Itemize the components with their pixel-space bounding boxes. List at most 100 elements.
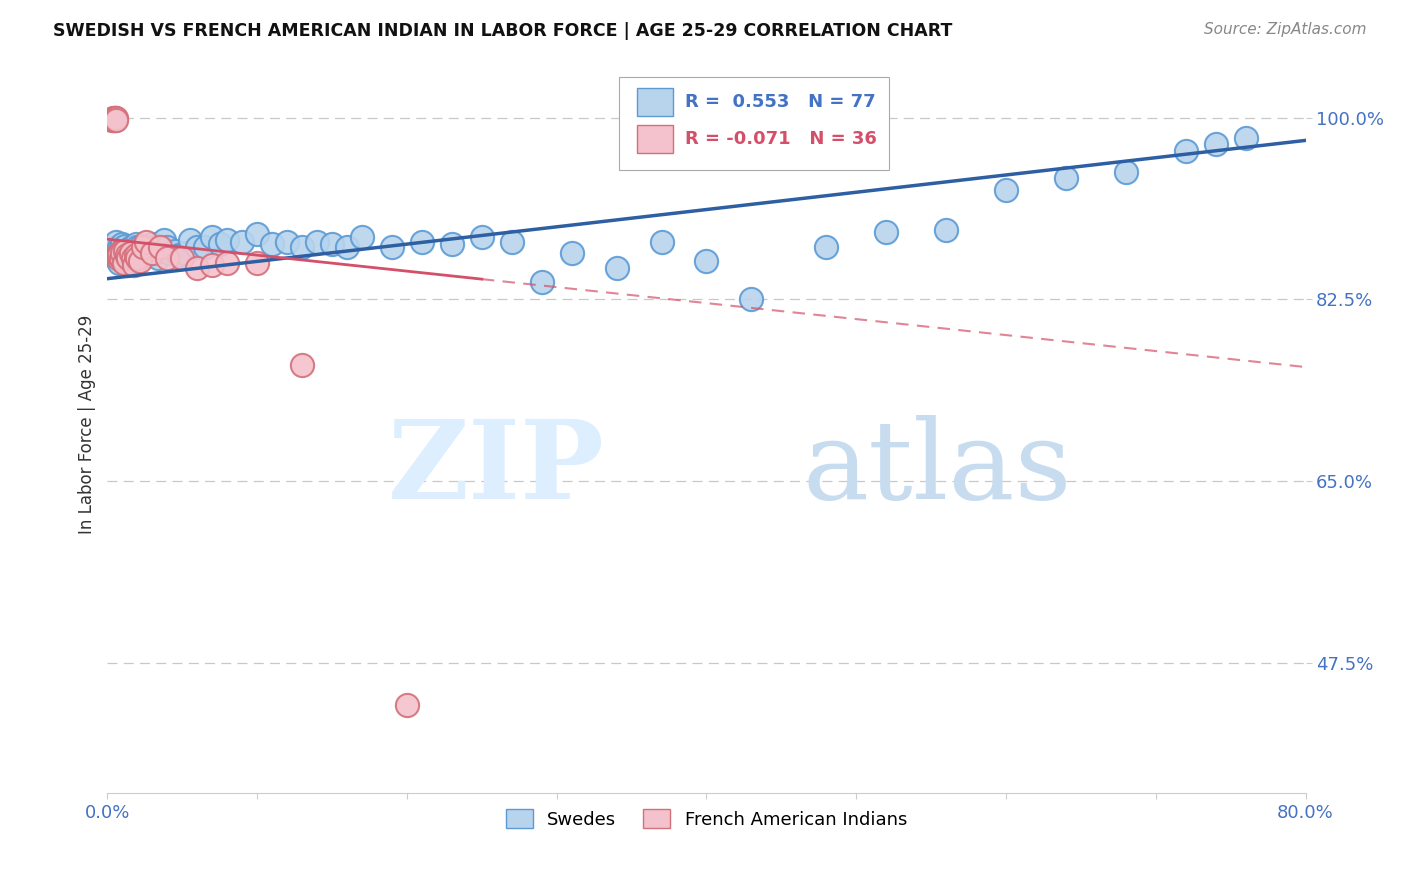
- Point: [105, 111, 128, 125]
- Point: [875, 225, 897, 239]
- Point: [104, 111, 127, 125]
- Point: [186, 261, 208, 276]
- Point: [217, 256, 239, 270]
- Point: [108, 240, 131, 254]
- Point: [381, 240, 404, 254]
- Point: [108, 245, 131, 260]
- Point: [1054, 170, 1077, 185]
- Point: [148, 251, 170, 265]
- Point: [136, 239, 159, 253]
- Point: [1234, 131, 1257, 145]
- Point: [107, 248, 129, 262]
- Point: [1174, 144, 1197, 158]
- Point: [105, 235, 128, 250]
- Point: [104, 111, 127, 125]
- Point: [121, 254, 143, 268]
- Point: [120, 240, 142, 254]
- Point: [141, 245, 163, 260]
- Point: [935, 223, 957, 237]
- Point: [291, 240, 314, 254]
- Point: [174, 245, 197, 260]
- Point: [606, 261, 628, 276]
- Point: [104, 240, 127, 254]
- Point: [124, 245, 146, 260]
- Point: [115, 245, 138, 260]
- Point: [114, 239, 136, 253]
- Point: [201, 258, 224, 272]
- Point: [336, 240, 359, 254]
- Point: [153, 233, 176, 247]
- Point: [132, 240, 155, 254]
- Legend: Swedes, French American Indians: Swedes, French American Indians: [498, 802, 914, 836]
- Point: [103, 245, 125, 260]
- Point: [217, 233, 239, 247]
- Point: [115, 258, 138, 272]
- Point: [103, 111, 125, 125]
- Point: [112, 256, 135, 270]
- Point: [1115, 164, 1137, 178]
- Point: [110, 240, 132, 254]
- Point: [995, 183, 1018, 197]
- Point: [411, 235, 433, 250]
- Point: [143, 240, 166, 254]
- Point: [117, 256, 139, 270]
- Point: [134, 244, 156, 258]
- Point: [246, 227, 269, 241]
- Point: [115, 248, 138, 262]
- Point: [194, 240, 217, 254]
- Point: [395, 698, 418, 712]
- Point: [125, 237, 148, 252]
- Point: [186, 240, 208, 254]
- Bar: [637, 125, 673, 153]
- Point: [246, 256, 269, 270]
- Point: [350, 230, 373, 244]
- Point: [208, 237, 231, 252]
- Point: [440, 237, 463, 252]
- Point: [131, 248, 153, 262]
- Point: [169, 248, 191, 262]
- Point: [150, 244, 173, 258]
- Text: R =  0.553   N = 77: R = 0.553 N = 77: [685, 93, 876, 111]
- Point: [1205, 136, 1227, 151]
- Point: [127, 240, 149, 254]
- Point: [105, 112, 128, 127]
- Point: [815, 240, 838, 254]
- Point: [110, 251, 132, 265]
- Point: [179, 233, 201, 247]
- Point: [112, 240, 135, 254]
- Point: [114, 254, 136, 268]
- Point: [501, 235, 523, 250]
- Point: [276, 235, 298, 250]
- Point: [201, 230, 224, 244]
- Point: [101, 112, 124, 127]
- Point: [651, 235, 673, 250]
- Point: [128, 245, 150, 260]
- Point: [321, 237, 343, 252]
- Point: [125, 248, 148, 262]
- Text: atlas: atlas: [803, 415, 1071, 522]
- Point: [105, 251, 128, 265]
- Point: [740, 293, 762, 307]
- Point: [156, 251, 179, 265]
- Point: [107, 251, 129, 265]
- Point: [231, 235, 253, 250]
- Point: [107, 245, 129, 260]
- Point: [138, 248, 160, 262]
- Point: [114, 244, 136, 258]
- Point: [124, 258, 146, 272]
- Point: [120, 251, 142, 265]
- FancyBboxPatch shape: [619, 78, 889, 169]
- Point: [111, 245, 134, 260]
- Point: [121, 251, 143, 265]
- Point: [291, 358, 314, 372]
- Point: [111, 237, 134, 252]
- Point: [149, 240, 172, 254]
- Point: [104, 112, 127, 127]
- Point: [129, 240, 152, 254]
- Point: [110, 251, 132, 265]
- Point: [471, 230, 494, 244]
- Point: [695, 254, 717, 268]
- Text: Source: ZipAtlas.com: Source: ZipAtlas.com: [1204, 22, 1367, 37]
- Point: [117, 251, 139, 265]
- Point: [141, 237, 163, 252]
